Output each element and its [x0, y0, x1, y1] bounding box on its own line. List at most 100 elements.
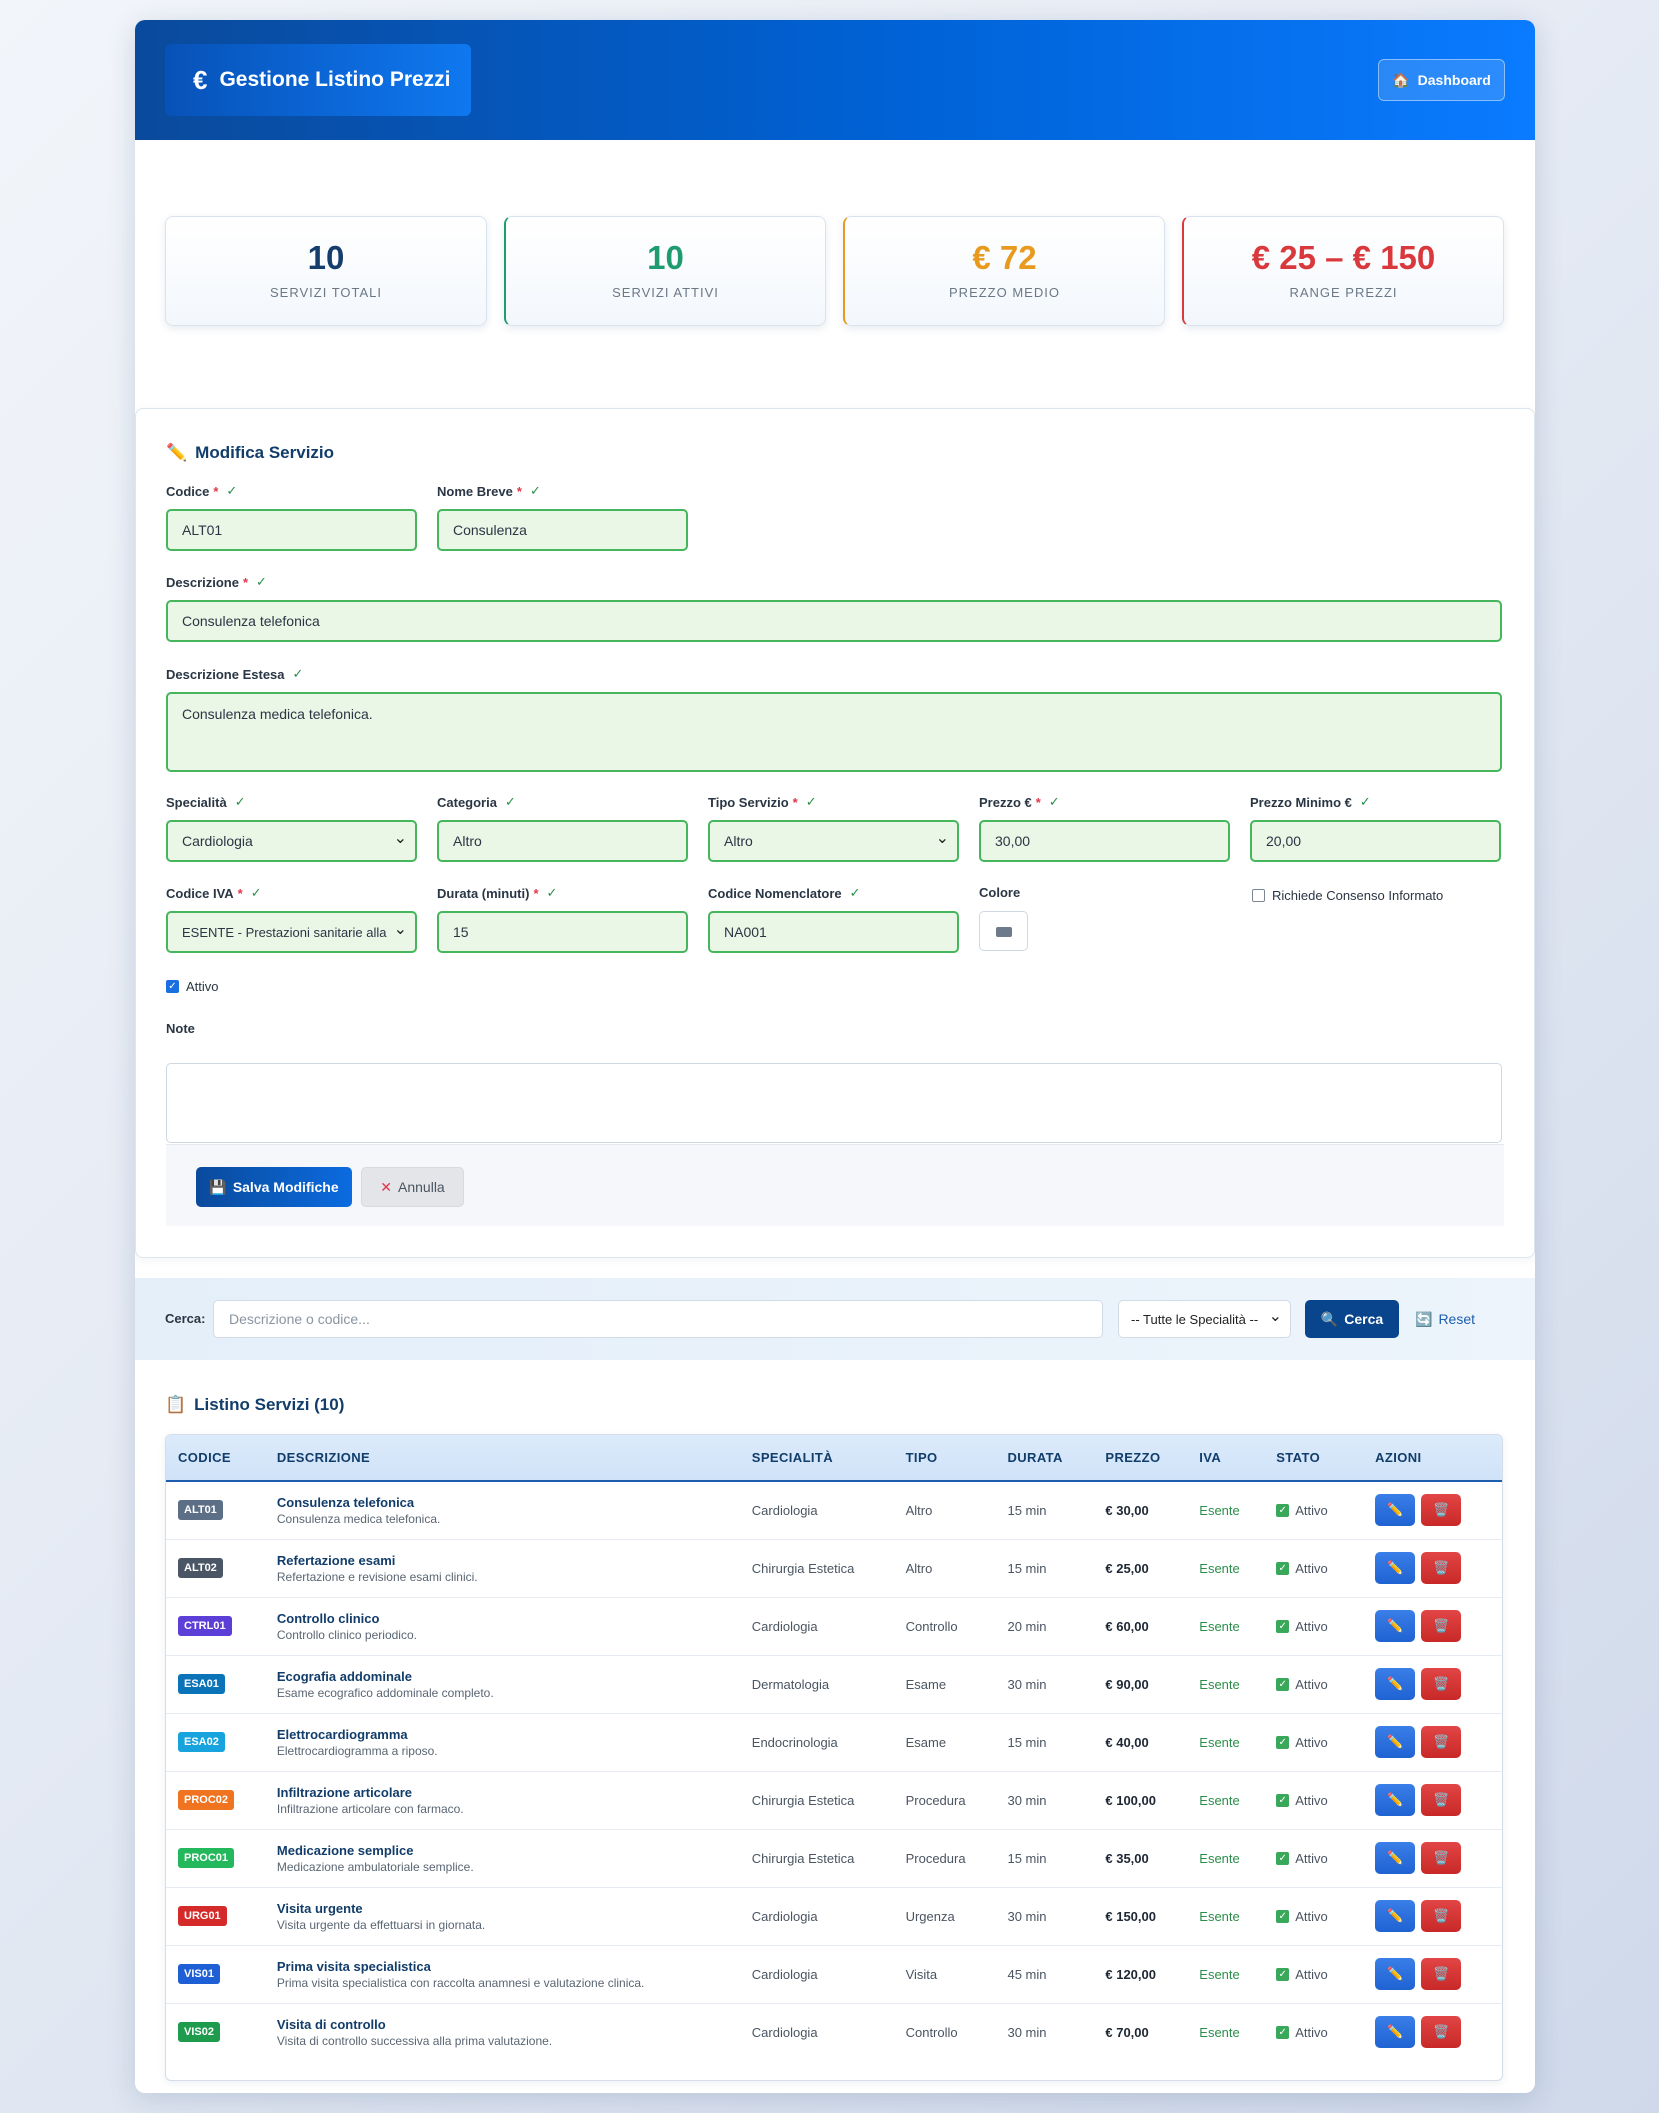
delete-button[interactable]: 🗑️ [1421, 1784, 1462, 1816]
delete-button[interactable]: 🗑️ [1421, 1842, 1462, 1874]
code-cell: ESA02 [166, 1713, 265, 1771]
table-row[interactable]: ESA01 Ecografia addominale Esame ecografic… [166, 1655, 1502, 1713]
edit-button[interactable]: ✏️ [1375, 1842, 1416, 1874]
table-row[interactable]: ALT02 Refertazione esami Refertazione e re… [166, 1539, 1502, 1597]
delete-button[interactable]: 🗑️ [1421, 1610, 1462, 1642]
categoria-input[interactable]: Altro [437, 820, 688, 862]
label-text: Descrizione Estesa [166, 666, 285, 682]
check-icon: ✓ [1276, 1793, 1290, 1807]
descrizione-estesa-label: Descrizione Estesa ✓ [166, 666, 303, 682]
column-header[interactable]: TIPO [893, 1435, 996, 1482]
service-title[interactable]: Ecografia addominale [276, 1668, 412, 1684]
description-cell: Ecografia addominale Esame ecografico add… [265, 1655, 740, 1713]
column-header[interactable]: SPECIALITÀ [739, 1435, 894, 1482]
search-input[interactable]: Descrizione o codice... [213, 1300, 1103, 1338]
specialty-cell: Cardiologia [751, 1502, 818, 1518]
codice-input[interactable]: ALT01 [166, 509, 417, 551]
check-icon: ✓ [1276, 1619, 1290, 1633]
consenso-checkbox[interactable] [1252, 889, 1265, 902]
price-cell: € 100,00 [1105, 1792, 1156, 1808]
specialty-cell: Chirurgia Estetica [751, 1560, 855, 1576]
delete-button[interactable]: 🗑️ [1421, 1900, 1462, 1932]
specialita-select[interactable]: Cardiologia [166, 820, 417, 862]
delete-button[interactable]: 🗑️ [1421, 2016, 1462, 2049]
edit-button[interactable]: ✏️ [1375, 1958, 1416, 1990]
delete-button[interactable]: 🗑️ [1421, 1958, 1462, 1990]
table-row[interactable]: CTRL01 Controllo clinico Controllo clinico… [166, 1597, 1502, 1655]
stat-card-total: 10 Servizi Totali [165, 216, 487, 326]
codice-nomenclatore-input[interactable]: NA001 [708, 911, 959, 953]
descrizione-estesa-textarea[interactable]: Consulenza medica telefonica. [166, 692, 1502, 772]
edit-button[interactable]: ✏️ [1375, 1784, 1416, 1816]
type-cell: Altro [905, 1502, 933, 1518]
reset-button[interactable]: 🔄 Reset [1415, 1300, 1485, 1338]
column-header[interactable]: DESCRIZIONE [264, 1435, 740, 1482]
edit-button[interactable]: ✏️ [1375, 1552, 1416, 1584]
prezzo-minimo-input[interactable]: 20,00 [1250, 820, 1501, 862]
specialty-filter-select[interactable]: -- Tutte le Specialità -- [1118, 1300, 1291, 1338]
durata-input[interactable]: 15 [437, 911, 688, 953]
edit-button[interactable]: ✏️ [1375, 2016, 1416, 2049]
status-cell: ✓ Attivo [1264, 1655, 1363, 1713]
search-icon: 🔍 [1320, 1310, 1339, 1327]
edit-button[interactable]: ✏️ [1375, 1900, 1416, 1932]
descrizione-input[interactable]: Consulenza telefonica [166, 600, 1502, 642]
note-textarea[interactable] [166, 1063, 1502, 1143]
color-picker[interactable] [979, 911, 1028, 951]
status-text: Attivo [1295, 1560, 1328, 1576]
tipo-servizio-select[interactable]: Altro [708, 820, 959, 862]
delete-button[interactable]: 🗑️ [1421, 1668, 1462, 1700]
save-button[interactable]: 💾 Salva Modifiche [196, 1167, 352, 1207]
prezzo-input[interactable]: 30,00 [979, 820, 1230, 862]
search-button[interactable]: 🔍 Cerca [1305, 1300, 1399, 1338]
delete-button[interactable]: 🗑️ [1421, 1494, 1462, 1527]
iva-cell: Esente [1199, 1966, 1240, 1982]
edit-button[interactable]: ✏️ [1375, 1668, 1416, 1700]
service-title[interactable]: Consulenza telefonica [276, 1494, 415, 1510]
column-header[interactable]: DURATA [995, 1435, 1094, 1482]
edit-button[interactable]: ✏️ [1375, 1726, 1416, 1758]
column-header[interactable]: STATO [1264, 1435, 1364, 1482]
edit-button[interactable]: ✏️ [1375, 1610, 1416, 1642]
status-cell: ✓ Attivo [1264, 1945, 1363, 2003]
service-title[interactable]: Elettrocardiogramma [276, 1726, 408, 1742]
service-title[interactable]: Refertazione esami [276, 1552, 396, 1568]
service-title[interactable]: Visita urgente [276, 1900, 363, 1916]
service-title[interactable]: Prima visita specialistica [276, 1958, 431, 1974]
check-icon: ✓ [1276, 1561, 1290, 1575]
attivo-checkbox[interactable]: ✓ [166, 980, 179, 993]
service-title[interactable]: Medicazione semplice [276, 1842, 414, 1858]
description-cell: Elettrocardiogramma Elettrocardiogramma a… [265, 1713, 740, 1771]
description-cell: Medicazione semplice Medicazione ambulato… [265, 1829, 740, 1887]
table-row[interactable]: VIS01 Prima visita specialistica Prima vis… [166, 1945, 1502, 2003]
table-row[interactable]: VIS02 Visita di controllo Visita di contro… [166, 2003, 1502, 2061]
table-row[interactable]: PROC02 Infiltrazione articolare Infiltrazi… [166, 1771, 1502, 1829]
edit-button[interactable]: ✏️ [1375, 1494, 1416, 1527]
column-header[interactable]: IVA [1187, 1435, 1265, 1482]
cancel-button[interactable]: ✕ Annulla [361, 1167, 464, 1207]
specialty-cell: Chirurgia Estetica [751, 1850, 855, 1866]
dashboard-button[interactable]: 🏠 Dashboard [1378, 59, 1505, 101]
codice-iva-select[interactable]: ESENTE - Prestazioni sanitarie alla p [166, 911, 417, 953]
column-header[interactable]: CODICE [166, 1435, 265, 1482]
table-row[interactable]: PROC01 Medicazione semplice Medicazione am… [166, 1829, 1502, 1887]
actions-cell: ✏️ 🗑️ [1363, 1539, 1502, 1597]
nome-breve-input[interactable]: Consulenza [437, 509, 688, 551]
description-cell: Infiltrazione articolare Infiltrazione ar… [265, 1771, 740, 1829]
service-title[interactable]: Infiltrazione articolare [276, 1784, 412, 1800]
code-cell: CTRL01 [166, 1597, 265, 1655]
delete-button[interactable]: 🗑️ [1421, 1552, 1462, 1584]
table-row[interactable]: ALT01 Consulenza telefonica Consulenza med… [166, 1481, 1502, 1539]
table-row[interactable]: URG01 Visita urgente Visita urgente da eff… [166, 1887, 1502, 1945]
header-bar: € Gestione Listino Prezzi 🏠 Dashboard [135, 20, 1535, 140]
price-cell: € 70,00 [1105, 2024, 1149, 2040]
pencil-icon: ✏️ [1386, 1618, 1404, 1633]
service-title[interactable]: Controllo clinico [276, 1610, 380, 1626]
table-row[interactable]: ESA02 Elettrocardiogramma Elettrocardiogra… [166, 1713, 1502, 1771]
type-cell: Procedura [905, 1850, 966, 1866]
column-header[interactable]: PREZZO [1093, 1435, 1188, 1482]
delete-button[interactable]: 🗑️ [1421, 1726, 1462, 1758]
dashboard-label: Dashboard [1417, 72, 1491, 88]
service-title[interactable]: Visita di controllo [276, 2016, 386, 2032]
stat-label: Range Prezzi [1289, 285, 1398, 300]
